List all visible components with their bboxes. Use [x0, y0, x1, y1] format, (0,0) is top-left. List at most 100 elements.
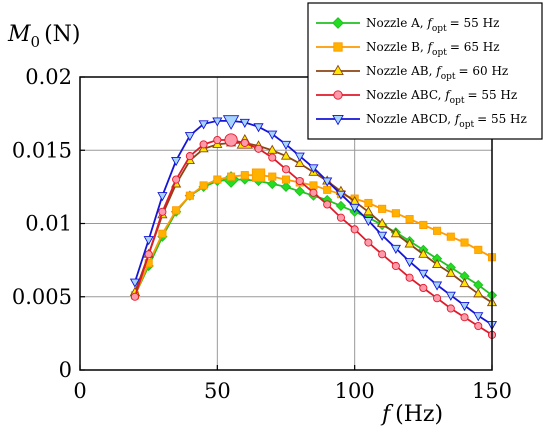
data-point [323, 200, 332, 209]
legend-fopt-value: = 60 Hz [459, 64, 509, 78]
legend-fopt-value: = 55 Hz [467, 88, 517, 102]
data-point [281, 175, 291, 184]
data-point [158, 229, 167, 238]
data-point [198, 120, 209, 130]
y-axis-unit: (N) [44, 22, 80, 47]
data-point [433, 294, 442, 303]
data-point [172, 175, 181, 184]
legend-series-name: Nozzle A, [366, 16, 427, 30]
legend-label: Nozzle ABCD, fopt = 55 Hz [366, 112, 527, 130]
data-point [213, 135, 222, 145]
data-point [431, 258, 443, 269]
data-point [267, 144, 278, 154]
data-point [418, 248, 429, 258]
data-point [363, 206, 374, 216]
series-nozzle-b [130, 168, 497, 300]
data-point [309, 181, 318, 190]
data-point [433, 226, 442, 235]
legend-marker [333, 42, 343, 52]
y-tick-label: 0 [59, 358, 72, 382]
y-tick-label: 0.02 [25, 65, 72, 89]
data-point [268, 153, 277, 162]
data-point [390, 228, 401, 238]
data-point [227, 172, 236, 181]
data-point [364, 198, 373, 208]
x-axis-unit: (Hz) [395, 402, 443, 427]
data-point [158, 207, 167, 216]
legend-label: Nozzle AB, fopt = 60 Hz [366, 64, 508, 82]
data-point [363, 217, 374, 227]
data-point [446, 304, 455, 313]
legend-fopt-symbol: f [426, 16, 434, 30]
data-point [322, 177, 333, 187]
x-axis-label: f (Hz) [380, 402, 443, 427]
data-point [460, 313, 469, 322]
legend-fopt-value: = 55 Hz [477, 112, 527, 126]
data-point [431, 281, 443, 291]
data-point [377, 217, 388, 228]
data-point [405, 273, 414, 282]
legend-label: Nozzle ABC, fopt = 55 Hz [366, 88, 517, 106]
data-point [473, 312, 484, 322]
data-point [294, 152, 305, 162]
x-axis-symbol: f [380, 402, 394, 427]
data-point [267, 130, 278, 140]
data-point [254, 144, 263, 153]
legend-fopt-symbol: f [454, 112, 462, 126]
legend-series-name: Nozzle AB, [366, 64, 436, 78]
data-point [419, 283, 428, 293]
data-point [459, 302, 470, 312]
data-point [446, 232, 455, 241]
data-point [172, 206, 181, 215]
legend-item: Nozzle B, fopt = 65 Hz [316, 40, 500, 58]
legend-series-name: Nozzle B, [366, 40, 428, 54]
series-nozzle-abc [130, 133, 497, 339]
data-point [294, 186, 305, 197]
legend-fopt-symbol: f [427, 40, 435, 54]
data-point [239, 118, 250, 129]
data-point [474, 321, 483, 331]
data-point [404, 238, 415, 248]
data-point [473, 288, 484, 298]
legend-fopt-symbol: f [435, 64, 443, 78]
data-point [364, 238, 373, 247]
data-point [184, 132, 195, 142]
legend-marker [332, 114, 344, 126]
data-point [185, 152, 194, 161]
legend-fopt-value: = 55 Hz [450, 16, 500, 30]
data-point [350, 225, 359, 234]
data-point [308, 164, 319, 174]
data-point [294, 157, 305, 167]
data-point [404, 258, 415, 268]
legend-item: Nozzle ABC, fopt = 55 Hz [316, 88, 517, 106]
data-point [445, 291, 456, 301]
x-tick-label: 0 [73, 379, 86, 403]
y-axis-symbol: M [7, 22, 31, 47]
data-point [323, 185, 332, 194]
data-point [391, 261, 400, 271]
legend-fopt-symbol: f [444, 88, 452, 102]
y-axis-subscript: 0 [31, 33, 41, 51]
data-point [157, 192, 168, 202]
legend-label: Nozzle A, fopt = 55 Hz [366, 16, 499, 34]
data-point [280, 150, 292, 160]
legend-fopt-subscript: opt [432, 48, 447, 58]
data-point [295, 176, 304, 186]
data-point [445, 267, 456, 277]
data-point [405, 215, 414, 224]
data-point [309, 188, 318, 197]
data-point [418, 269, 429, 279]
data-point [281, 165, 291, 174]
legend-series-name: Nozzle ABCD, [366, 112, 455, 126]
data-point [391, 209, 400, 218]
data-point [378, 204, 387, 213]
series-nozzle-abcd [129, 115, 498, 331]
axis-ticks: 0 50 100 150 0 0.005 0.01 0.015 0.02 [12, 65, 512, 403]
data-point [199, 181, 208, 190]
legend-series-name: Nozzle ABC, [366, 88, 445, 102]
data-point [419, 220, 428, 230]
y-axis-label: M0 (N) [7, 22, 81, 51]
data-point [185, 191, 194, 200]
legend-fopt-subscript: opt [459, 120, 474, 130]
data-point [280, 140, 292, 150]
